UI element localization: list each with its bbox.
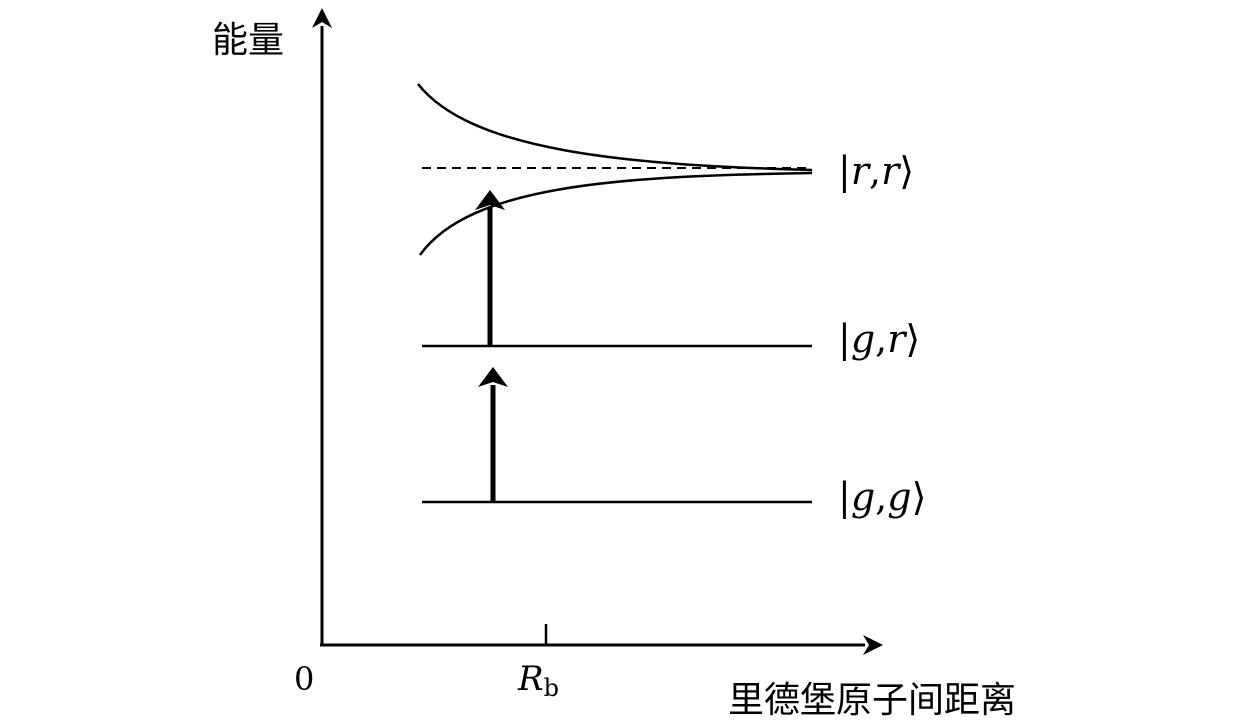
state-label-gr: |g,r⟩ (838, 317, 920, 361)
state-label-gg: |g,g⟩ (838, 475, 926, 519)
state-label-rr: |r,r⟩ (838, 149, 914, 193)
rb-main: R (517, 659, 544, 699)
origin-label: 0 (294, 660, 314, 698)
rb-tick-label: Rb (517, 659, 559, 702)
level-rr-upper-branch (417, 83, 813, 172)
rb-sub: b (544, 674, 559, 702)
y-axis-label: 能量 (212, 20, 284, 61)
level-rr-lower-branch (418, 171, 813, 256)
x-axis-label: 里德堡原子间距离 (728, 680, 1016, 721)
